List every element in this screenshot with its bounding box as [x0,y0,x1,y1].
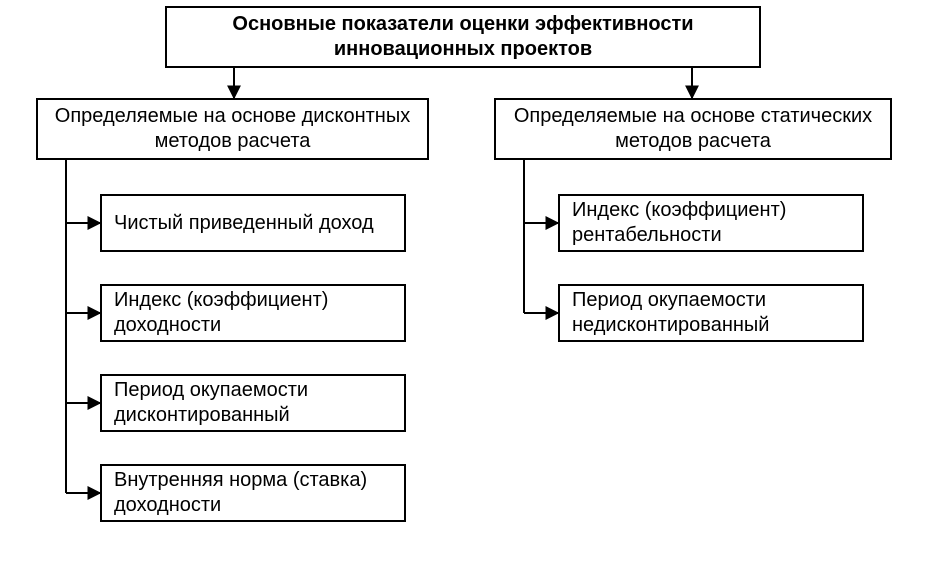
title-text: Основные показатели оценки эффективности… [177,12,749,62]
category-box-static: Определяемые на основе статических метод… [494,98,892,160]
category-box-discount: Определяемые на основе дисконтных методо… [36,98,429,160]
item-box: Внутренняя норма (ставка) доходности [100,464,406,522]
category-label: Определяемые на основе дисконтных методо… [48,104,417,154]
item-box: Индекс (коэффициент) доходности [100,284,406,342]
item-label: Период окупаемости дисконтированный [114,378,392,428]
item-label: Индекс (коэффициент) доходности [114,288,392,338]
item-box: Период окупаемости недисконтированный [558,284,864,342]
diagram-canvas: Основные показатели оценки эффективности… [0,0,932,579]
item-box: Период окупаемости дисконтированный [100,374,406,432]
item-label: Чистый приведенный доход [114,211,374,236]
title-box: Основные показатели оценки эффективности… [165,6,761,68]
item-label: Период окупаемости недисконтированный [572,288,850,338]
item-label: Индекс (коэффициент) рентабельности [572,198,850,248]
category-label: Определяемые на основе статических метод… [506,104,880,154]
item-label: Внутренняя норма (ставка) доходности [114,468,392,518]
item-box: Индекс (коэффициент) рентабельности [558,194,864,252]
item-box: Чистый приведенный доход [100,194,406,252]
